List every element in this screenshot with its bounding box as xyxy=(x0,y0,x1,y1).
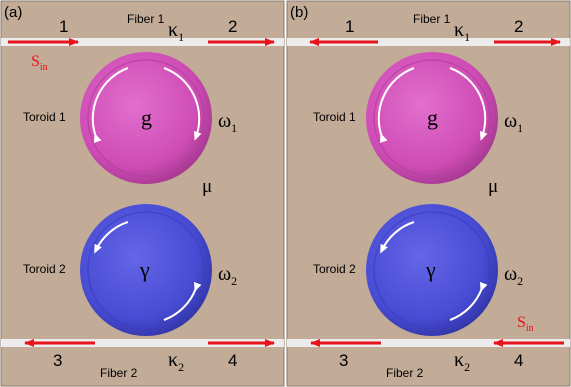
circulation-arrow-toroid-1-left xyxy=(377,67,415,144)
circulation-arrow-toroid-2-right xyxy=(449,281,488,321)
circulation-arrow-toroid-2-left xyxy=(380,221,415,254)
port-1-label: 1 xyxy=(59,17,68,36)
toroid-1-label: Toroid 1 xyxy=(23,110,66,124)
loss-symbol: γ xyxy=(425,257,436,282)
panel-a: (a) Fiber 1 Fiber 2 Toroid 1 Toroid 2 1 … xyxy=(0,0,285,387)
kappa-1-symbol: κ1 xyxy=(454,19,470,44)
circulation-arrow-toroid-2-left xyxy=(94,221,129,254)
toroid-2 xyxy=(366,204,498,336)
fiber-1 xyxy=(1,38,284,46)
circulation-arrow-toroid-2-right xyxy=(163,281,202,321)
omega-2-symbol: ω2 xyxy=(504,263,523,288)
circulation-arrow-toroid-1-right xyxy=(449,67,488,141)
port-2-label: 2 xyxy=(228,17,237,36)
port-4-label: 4 xyxy=(228,351,237,370)
toroid-1-label: Toroid 1 xyxy=(313,110,356,124)
kappa-2-symbol: κ2 xyxy=(168,349,184,374)
toroid-1-inner-rim xyxy=(87,59,205,177)
source-input-label: Sin xyxy=(517,314,534,334)
fiber-1-label: Fiber 1 xyxy=(127,12,165,26)
omega-1-symbol: ω1 xyxy=(504,110,523,135)
toroid-2 xyxy=(80,204,212,336)
toroid-2-label: Toroid 2 xyxy=(313,262,356,276)
omega-1-symbol: ω1 xyxy=(218,110,237,135)
port-2-label: 2 xyxy=(514,17,523,36)
coupling-symbol: μ xyxy=(488,176,498,197)
toroid-1 xyxy=(80,52,212,184)
toroid-2-inner-rim xyxy=(87,211,205,329)
loss-symbol: γ xyxy=(139,257,150,282)
coupling-symbol: μ xyxy=(202,176,212,197)
toroid-1-inner-rim xyxy=(373,59,491,177)
port-3-label: 3 xyxy=(53,351,62,370)
fiber-2 xyxy=(1,339,284,347)
fiber-2-label: Fiber 2 xyxy=(100,366,138,380)
port-4-label: 4 xyxy=(514,351,523,370)
toroid-1 xyxy=(366,52,498,184)
toroid-2-inner-rim xyxy=(373,211,491,329)
toroid-2-label: Toroid 2 xyxy=(23,262,66,276)
omega-2-symbol: ω2 xyxy=(218,263,237,288)
fiber-2 xyxy=(287,339,570,347)
fiber-1 xyxy=(287,38,570,46)
gain-symbol: g xyxy=(141,105,152,130)
circulation-arrow-toroid-1-right xyxy=(163,67,202,141)
fiber-2-label: Fiber 2 xyxy=(386,366,424,380)
kappa-2-symbol: κ2 xyxy=(454,349,470,374)
port-1-label: 1 xyxy=(345,17,354,36)
panel-label: (b) xyxy=(290,4,308,21)
fiber-1-label: Fiber 1 xyxy=(413,12,451,26)
source-input-label: Sin xyxy=(31,53,48,73)
circulation-arrow-toroid-1-left xyxy=(91,67,129,144)
port-3-label: 3 xyxy=(339,351,348,370)
gain-symbol: g xyxy=(427,105,438,130)
kappa-1-symbol: κ1 xyxy=(168,19,184,44)
panel-b: (b) Fiber 1 Fiber 2 Toroid 1 Toroid 2 1 … xyxy=(286,0,571,387)
panel-label: (a) xyxy=(4,4,22,21)
